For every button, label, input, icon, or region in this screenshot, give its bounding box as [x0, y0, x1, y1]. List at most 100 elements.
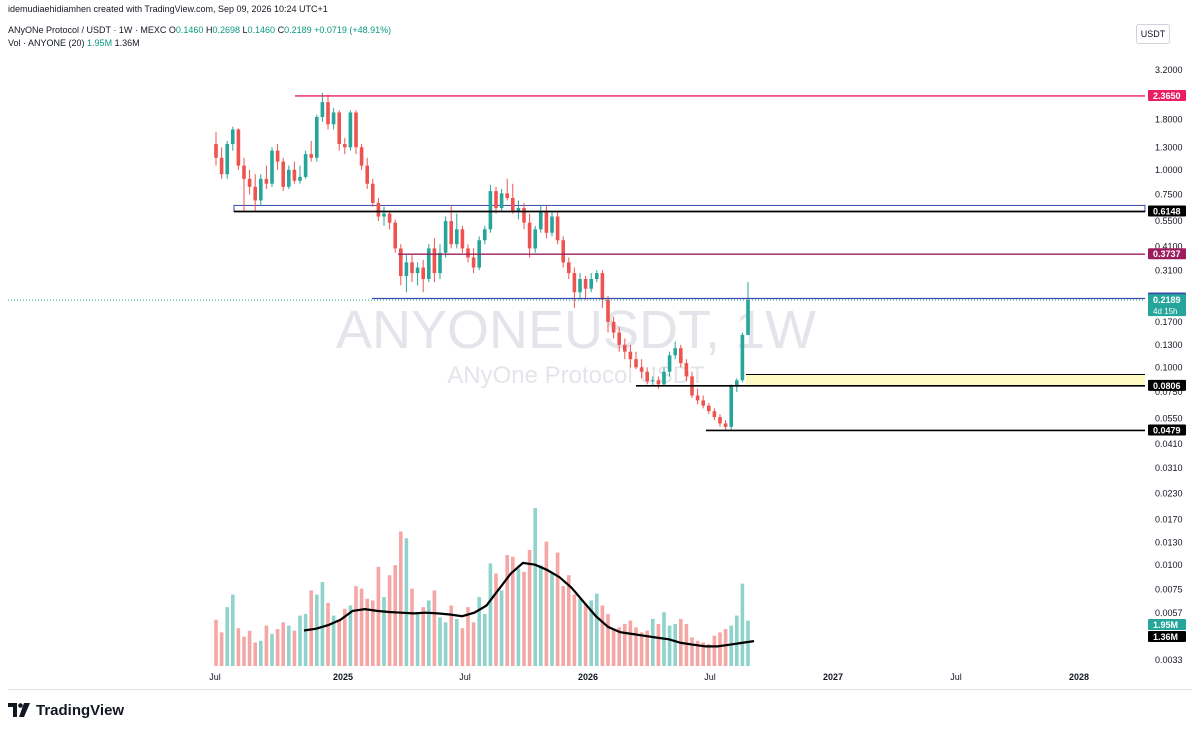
- y-tick-label: 0.0130: [1155, 537, 1183, 547]
- volume-indicator-label[interactable]: Vol · ANYONE (20): [8, 38, 85, 48]
- price-label-box: [1148, 248, 1186, 260]
- volume-bar: [320, 581, 325, 666]
- candle-body: [505, 193, 509, 198]
- y-tick-label: 0.1700: [1155, 317, 1183, 327]
- candle-body: [740, 334, 745, 381]
- volume-bar: [567, 575, 571, 666]
- volume-bar: [415, 613, 420, 666]
- volume-bar: [606, 613, 610, 666]
- candle-body: [494, 191, 498, 209]
- volume-bar: [387, 575, 392, 666]
- candle-body: [343, 144, 347, 148]
- candle: [427, 244, 431, 283]
- volume-bar: [522, 571, 526, 666]
- candle-body: [600, 273, 605, 300]
- watermark-ticker: ANYONEUSDT, 1W: [336, 300, 816, 360]
- candle-body: [247, 178, 252, 187]
- candle-body: [639, 367, 644, 372]
- price-label-text: 0.2189: [1153, 295, 1181, 305]
- volume-bar: [376, 566, 381, 666]
- y-tick-label: 0.0033: [1155, 655, 1183, 665]
- candle-body: [539, 210, 543, 230]
- volume-bar: [264, 625, 269, 666]
- candle: [264, 165, 269, 189]
- candle-body: [735, 380, 739, 387]
- volume-bar: [583, 603, 588, 666]
- volume-bar: [483, 613, 487, 666]
- volume-bar: [449, 605, 453, 666]
- symbol-name[interactable]: ANyONe Protocol / USDT · 1W · MEXC: [8, 25, 167, 35]
- candle-body: [455, 229, 459, 245]
- candle-body: [231, 129, 235, 145]
- price-label-box: [1148, 205, 1186, 217]
- y-tick-label: 0.0075: [1155, 585, 1183, 595]
- volume-bar: [718, 632, 722, 666]
- open-value: 0.1460: [175, 25, 204, 35]
- currency-button[interactable]: USDT: [1136, 24, 1170, 44]
- candle-body: [522, 208, 526, 223]
- volume-ma-line: [303, 561, 755, 648]
- price-label-text: 0.0806: [1153, 381, 1181, 391]
- candle-body: [611, 321, 616, 333]
- candle: [281, 157, 285, 192]
- volume-bar: [645, 630, 649, 666]
- candle: [684, 359, 689, 382]
- candle-body: [645, 371, 649, 382]
- candle: [578, 273, 582, 300]
- candle-body: [550, 216, 554, 233]
- y-tick-label: 1.3000: [1155, 142, 1183, 152]
- candle-body: [309, 154, 313, 158]
- candle: [455, 213, 459, 249]
- candle-body: [673, 348, 677, 356]
- x-tick-label: 2025: [333, 672, 353, 682]
- price-label-countdown: 4d 15h: [1153, 307, 1177, 316]
- candle-body: [527, 222, 532, 249]
- price-label-text: 0.6148: [1153, 207, 1181, 217]
- y-tick-label: 0.0057: [1155, 608, 1183, 618]
- volume-bar: [359, 588, 364, 666]
- volume-bar: [382, 597, 386, 666]
- candle: [494, 186, 498, 214]
- candle: [298, 165, 302, 184]
- candle-body: [567, 262, 571, 274]
- volume-bar: [231, 594, 235, 666]
- y-tick-label: 0.0170: [1155, 514, 1183, 524]
- candle: [253, 174, 257, 211]
- candle: [539, 205, 543, 233]
- candle: [516, 200, 521, 220]
- candle-body: [533, 229, 537, 249]
- candle-body: [723, 423, 728, 427]
- x-tick-label: Jul: [459, 672, 471, 682]
- candle-body: [264, 178, 269, 184]
- volume-bar: [354, 586, 358, 666]
- candle-body: [315, 117, 319, 158]
- volume-bar: [270, 634, 274, 666]
- x-tick-label: Jul: [950, 672, 962, 682]
- volume-bar: [634, 627, 638, 666]
- volume-bar: [421, 607, 425, 666]
- candle-body: [595, 273, 599, 280]
- candle-body: [259, 178, 263, 201]
- candle: [667, 351, 672, 377]
- candle: [634, 351, 638, 370]
- support-zone: [746, 374, 1145, 386]
- candle: [740, 332, 745, 383]
- y-tick-label: 0.1300: [1155, 340, 1183, 350]
- candle: [729, 384, 733, 431]
- candle-body: [275, 150, 280, 162]
- volume-bar: [214, 619, 218, 666]
- candle: [404, 255, 409, 293]
- y-tick-label: 0.0410: [1155, 439, 1183, 449]
- candle: [712, 408, 717, 421]
- candle: [393, 219, 397, 253]
- candle: [432, 238, 437, 283]
- price-label-box: [1148, 379, 1186, 391]
- candle-body: [499, 193, 504, 209]
- candle: [270, 147, 274, 187]
- candle-body: [365, 165, 369, 184]
- volume-bar: [667, 625, 672, 666]
- volume-bar: [309, 590, 313, 666]
- candle: [550, 210, 554, 237]
- candle: [511, 183, 515, 214]
